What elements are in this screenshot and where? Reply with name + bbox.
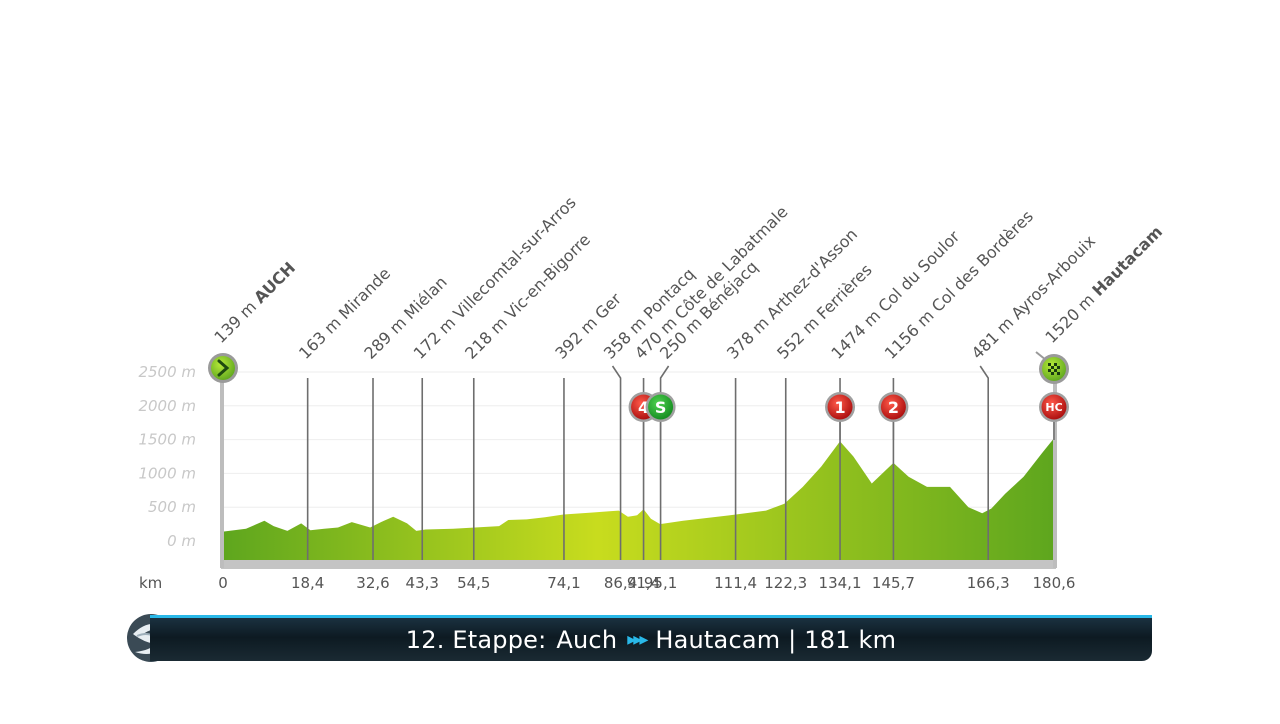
start-icon-chevron (217, 359, 230, 377)
banner-text: 12. Etappe: Auch ▸▸▸ Hautacam | 181 km (150, 618, 1152, 661)
waypoint-altitude: 1520 m (1041, 286, 1101, 346)
checker-square (1054, 363, 1057, 366)
x-axis: km 0 18,4 32,6 43,3 54,5 74,1 86,491,495,1 111,4… (139, 574, 1075, 592)
checker-square (1048, 363, 1051, 366)
stage-title-banner: 12. Etappe: Auch ▸▸▸ Hautacam | 181 km (150, 615, 1152, 661)
badge-label: 2 (888, 398, 899, 417)
badge-disc (648, 394, 674, 420)
waypoint-name: Mirande (335, 264, 394, 323)
x-axis-label: km (139, 574, 162, 592)
x-tick-label: 111,4 (714, 574, 757, 592)
climb-badge: HC (1039, 392, 1069, 440)
y-tick-label: 500 m (148, 498, 196, 516)
waypoint-label: 552 m Ferrières (773, 260, 876, 363)
x-tick-label: 86,4 (604, 574, 637, 592)
waypoint-altitude: 218 m (461, 310, 514, 363)
climb-badge: 2 (878, 392, 909, 440)
x-tick-label: 166,3 (967, 574, 1010, 592)
baseline-bar (221, 560, 1056, 569)
waypoint-altitude: 139 m (210, 294, 263, 347)
waypoint-name: Hautacam (1088, 222, 1166, 300)
finish-post (1053, 372, 1057, 568)
badge-label: S (655, 398, 667, 417)
x-tick-label: 32,6 (356, 574, 389, 592)
y-tick-label: 1000 m (138, 464, 196, 482)
y-tick-label: 2500 m (138, 363, 196, 381)
waypoint-label: 470 m Côte de Labatmale (631, 202, 792, 363)
checker-square (1057, 372, 1060, 375)
y-tick-label: 1500 m (138, 431, 196, 449)
badge-disc (1041, 394, 1067, 420)
waypoint-line (611, 365, 622, 560)
waypoint-altitude: 392 m (551, 310, 604, 363)
badge-label: HC (1045, 401, 1062, 414)
badge-disc (827, 394, 853, 420)
x-tick-label: 122,3 (764, 574, 807, 592)
x-tick-label: 43,3 (406, 574, 439, 592)
waypoint-lines (306, 365, 990, 560)
badge-disc (880, 394, 906, 420)
waypoint-label: 1520 m Hautacam (1041, 222, 1166, 347)
x-tick-label: 0 (218, 574, 228, 592)
climb-badges: 4 S 1 2 HC (208, 351, 1069, 440)
stage-number: 12. Etappe: (405, 625, 547, 654)
x-tick-label: 180,6 (1033, 574, 1076, 592)
y-tick-label: 0 m (167, 532, 196, 550)
waypoint-label: 139 m AUCH (210, 258, 299, 347)
checker-square (1051, 366, 1054, 369)
start-icon-disc (211, 356, 235, 380)
profile-area-shape (223, 438, 1054, 560)
x-tick-label: 134,1 (819, 574, 862, 592)
stage-finish-distance: Hautacam | 181 km (655, 625, 897, 654)
x-tick-label: 18,4 (291, 574, 324, 592)
waypoint-altitude: 378 m (723, 310, 776, 363)
waypoint-altitude: 163 m (295, 310, 348, 363)
x-tick-label: 91,4 (627, 574, 660, 592)
waypoint-name: AUCH (250, 258, 299, 307)
checker-square (1051, 372, 1054, 375)
x-tick-label: 145,7 (872, 574, 915, 592)
climb-badge: S (645, 392, 676, 440)
profile-area (220, 372, 1057, 569)
climb-badge: 1 (825, 392, 856, 440)
badge-label: 1 (834, 398, 845, 417)
x-tick-label: 54,5 (457, 574, 490, 592)
x-tick-label: 74,1 (547, 574, 580, 592)
y-tick-label: 2000 m (138, 397, 196, 415)
x-tick-label: 95,1 (644, 574, 677, 592)
waypoint-altitude: 481 m (968, 310, 1021, 363)
badge-label: 4 (638, 398, 649, 417)
checker-square (1048, 369, 1051, 372)
checkered-flag-icon (1035, 351, 1069, 384)
checker-square (1054, 369, 1057, 372)
start-post (220, 372, 224, 568)
waypoint-line (979, 365, 990, 560)
checker-square (1057, 366, 1060, 369)
direction-arrows-icon: ▸▸▸ (627, 629, 648, 650)
stage-start-town: Auch (556, 625, 618, 654)
y-axis: 2500 m 2000 m 1500 m 1000 m 500 m 0 m (138, 363, 196, 550)
waypoint-line (659, 365, 670, 560)
start-arrow-icon (208, 353, 238, 383)
waypoint-name: Arthez-d'Asson (763, 225, 861, 323)
waypoint-altitude: 289 m (360, 310, 413, 363)
